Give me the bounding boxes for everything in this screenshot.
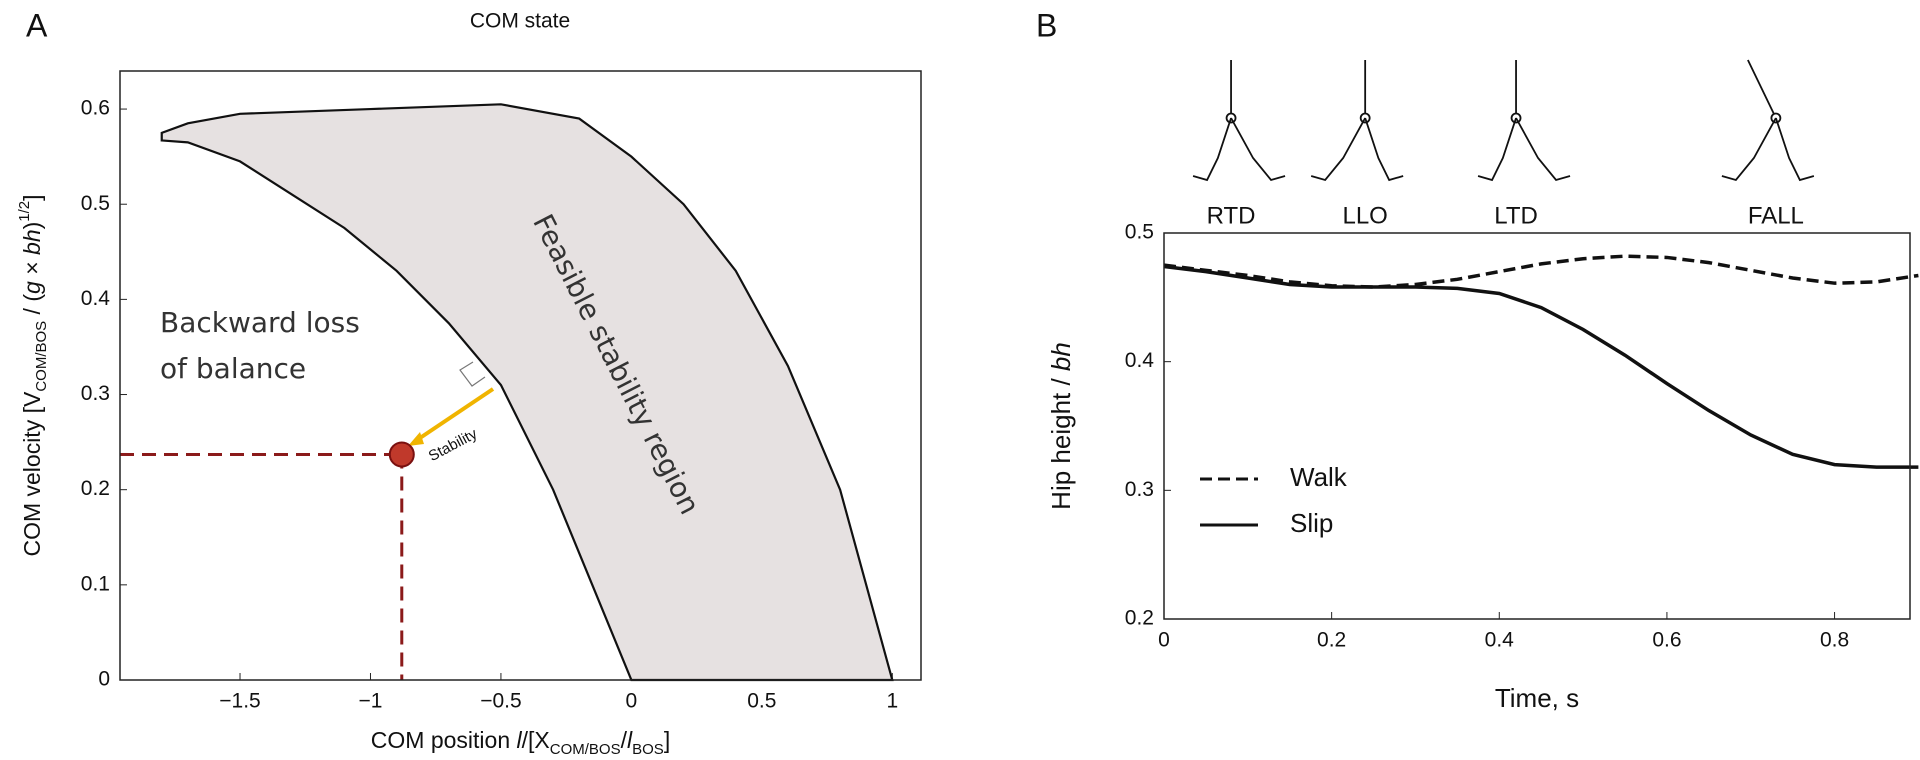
label-part: Time, s xyxy=(1495,683,1579,713)
label-part: ] xyxy=(664,727,670,753)
leg xyxy=(1721,117,1777,182)
x-axis-label: COM position l/[XCOM/BOS/lBOS] xyxy=(371,727,670,758)
label-part: COM/BOS xyxy=(33,321,50,392)
x-tick-label: 0.2 xyxy=(1317,629,1346,652)
annotation: Stability xyxy=(426,425,481,465)
label-part: Hip height / xyxy=(1046,371,1076,510)
right-angle xyxy=(459,361,486,387)
y-tick-label: 0.5 xyxy=(81,192,110,215)
label-part: bh xyxy=(1046,342,1076,371)
x-tick-label: 0 xyxy=(626,690,638,713)
x-tick-label: 0.5 xyxy=(747,690,776,713)
x-axis-label: Time, s xyxy=(1495,683,1579,713)
state-point xyxy=(388,441,415,468)
event-label: RTD xyxy=(1207,202,1256,229)
series-line xyxy=(1163,264,1919,469)
leg xyxy=(1230,117,1286,182)
y-tick-label: 0.6 xyxy=(81,97,110,120)
label-part: COM position xyxy=(371,727,517,753)
y-tick-label: 0.4 xyxy=(81,287,111,310)
label-part: × xyxy=(19,255,45,281)
panel-label: A xyxy=(26,7,48,43)
stick-figure xyxy=(1721,59,1815,182)
leg xyxy=(1364,117,1404,182)
y-axis-label: COM velocity [VCOM/BOS / (g × bh)1/2] xyxy=(16,194,50,556)
label-part: 1/2 xyxy=(16,201,33,222)
label-part: / ( xyxy=(19,294,45,321)
panel-label: B xyxy=(1036,7,1057,43)
arrow-head xyxy=(408,432,424,446)
legend-label: Slip xyxy=(1290,508,1333,538)
plot-frame xyxy=(1163,232,1911,620)
leg xyxy=(1192,117,1232,182)
label-part: COM/BOS xyxy=(550,741,621,758)
x-tick-label: 0.6 xyxy=(1652,629,1681,652)
plot-frame xyxy=(119,70,922,681)
leg xyxy=(1515,117,1571,182)
leg xyxy=(1775,117,1815,182)
y-tick-label: 0.2 xyxy=(81,477,110,500)
stick-figure xyxy=(1310,60,1404,182)
leg xyxy=(1477,117,1517,182)
x-tick-label: −1.5 xyxy=(219,690,260,713)
x-tick-label: −0.5 xyxy=(480,690,521,713)
label-part: ) xyxy=(19,222,45,230)
trunk xyxy=(1747,59,1777,119)
leg xyxy=(1310,117,1366,182)
annotation: of balance xyxy=(160,352,306,385)
label-part: ] xyxy=(19,194,45,200)
feasible-region xyxy=(160,103,894,682)
label-part: /[X xyxy=(522,727,550,753)
legend-label: Walk xyxy=(1290,462,1348,492)
event-label: FALL xyxy=(1748,202,1804,229)
series-line xyxy=(1163,254,1919,289)
event-label: LTD xyxy=(1494,202,1538,229)
y-tick-label: 0.3 xyxy=(1125,478,1154,501)
event-label: LLO xyxy=(1342,202,1387,229)
y-tick-label: 0.1 xyxy=(81,572,110,595)
y-tick-label: 0.2 xyxy=(1125,607,1154,630)
x-tick-label: 0.8 xyxy=(1820,629,1849,652)
x-tick-label: 0.4 xyxy=(1485,629,1515,652)
label-part: COM velocity [V xyxy=(19,391,45,557)
label-part: BOS xyxy=(632,741,664,758)
stick-figure xyxy=(1477,60,1571,182)
stick-figure xyxy=(1192,60,1286,182)
stability-arrow xyxy=(412,387,495,444)
label-part: l xyxy=(517,727,523,753)
label-part: g xyxy=(19,281,45,294)
y-tick-label: 0.3 xyxy=(81,382,110,405)
chart-title: COM state xyxy=(470,10,570,33)
label-part: l xyxy=(627,727,633,753)
label-part: bh xyxy=(19,229,45,255)
annotation: Backward loss xyxy=(160,306,360,339)
label-part: / xyxy=(621,727,628,753)
y-tick-label: 0.5 xyxy=(1125,221,1154,244)
y-tick-label: 0.4 xyxy=(1125,349,1155,372)
y-axis-label: Hip height / bh xyxy=(1046,342,1076,510)
x-tick-label: 0 xyxy=(1158,629,1170,652)
y-tick-label: 0 xyxy=(98,668,110,691)
x-tick-label: 1 xyxy=(886,690,898,713)
x-tick-label: −1 xyxy=(358,690,382,713)
